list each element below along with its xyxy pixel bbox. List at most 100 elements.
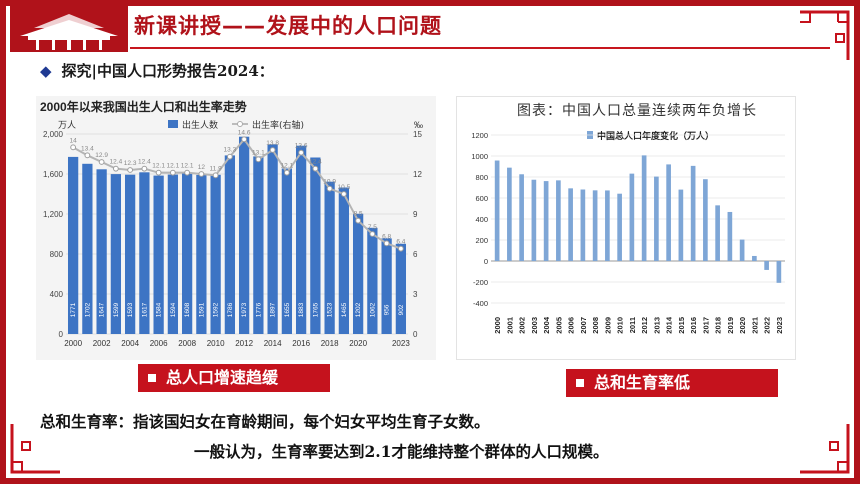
birth-rate-point [127, 167, 134, 173]
birth-bar [267, 144, 278, 334]
birth-rate-point [84, 152, 91, 159]
bar-value-label: 1617 [141, 302, 148, 317]
y2-tick-label: 3 [413, 290, 418, 299]
birth-rate-point [326, 185, 333, 192]
bar-value-label: 1584 [156, 302, 163, 317]
population-change-bar [715, 205, 720, 261]
rate-value-label: 12.4 [138, 159, 151, 166]
x-tick-label: 2005 [554, 317, 563, 334]
rate-value-label: 8.5 [354, 211, 363, 218]
corner-pattern-icon [800, 424, 850, 474]
birth-bar [181, 173, 193, 334]
rate-value-label: 14.6 [238, 129, 251, 136]
y-tick-label: 400 [50, 290, 64, 299]
birth-bar [238, 136, 250, 334]
x-tick-label: 2012 [640, 317, 649, 334]
x-tick-label: 2022 [763, 317, 772, 334]
x-tick-label: 2020 [738, 317, 747, 334]
y2-tick-label: 9 [413, 210, 418, 219]
frame-left-border [0, 0, 6, 484]
bar-value-label: 1897 [270, 302, 277, 317]
birth-bar [281, 168, 293, 334]
bar-value-label: 1593 [127, 302, 134, 317]
population-change-bar [531, 179, 537, 261]
y-tick-label: -200 [473, 278, 488, 287]
x-tick-label: 2019 [726, 317, 735, 334]
low-fertility-label: 总和生育率低 [566, 369, 778, 397]
y-tick-label: 800 [50, 250, 64, 259]
birth-rate-point [112, 165, 119, 172]
population-change-bar [764, 261, 769, 270]
birth-bar [96, 169, 107, 334]
page-title: 新课讲授——发展中的人口问题 [134, 14, 442, 38]
birth-rate-point [383, 240, 390, 247]
population-change-bar [690, 165, 696, 261]
bar-value-label: 1655 [284, 302, 291, 317]
rate-value-label: 12.1 [281, 163, 294, 170]
bar-value-label: 1523 [327, 302, 334, 317]
x-tick-label: 2001 [505, 317, 514, 334]
y-tick-label: 0 [484, 257, 488, 266]
population-change-bar [556, 180, 561, 261]
y-tick-label: 400 [475, 215, 488, 224]
y-tick-label: 1000 [471, 152, 488, 161]
left-axis-unit: 万人 [58, 120, 76, 130]
y-tick-label: 200 [475, 236, 488, 245]
bar-value-label: 1465 [341, 302, 348, 317]
rate-value-label: 13.8 [266, 140, 279, 147]
population-change-bar [568, 188, 573, 261]
bar-value-label: 1608 [184, 302, 191, 317]
y-tick-label: 1,600 [43, 170, 64, 179]
bar-value-label: 1594 [170, 302, 177, 317]
legend-swatch [237, 121, 243, 127]
birth-bar [167, 174, 179, 334]
x-tick-label: 2016 [689, 317, 698, 334]
legend-entry: 出生率(右轴) [252, 119, 304, 131]
population-change-bar [494, 160, 500, 261]
x-tick-label: 2014 [665, 316, 674, 334]
y2-tick-label: 12 [413, 170, 422, 179]
y-tick-label: 2,000 [43, 130, 64, 139]
population-change-bar [727, 211, 733, 261]
birth-bar [310, 157, 321, 334]
x-tick-label: 2023 [392, 339, 410, 348]
square-bullet-icon [576, 378, 584, 387]
y-tick-label: 600 [475, 194, 488, 203]
x-tick-label: 2007 [579, 317, 588, 334]
birth-population-chart: 2000年以来我国出生人口和出生率走势 万人 ‰ 出生人数 出生率(右轴) 2,000 1… [36, 96, 436, 360]
population-change-bar [666, 164, 671, 261]
corner-pattern-icon [800, 10, 850, 60]
square-bullet-icon [148, 373, 156, 382]
x-tick-label: 2000 [64, 339, 82, 348]
bar-value-label: 1765 [312, 302, 319, 317]
x-tick-label: 2018 [321, 339, 339, 348]
y-tick-label: -400 [473, 299, 488, 308]
birth-rate-point [312, 165, 319, 172]
rate-value-label: 12.1 [181, 163, 194, 170]
population-change-bar [519, 174, 524, 261]
rate-value-label: 12.1 [167, 163, 180, 170]
rate-value-label: 13.3 [224, 147, 237, 154]
x-tick-label: 2018 [714, 317, 723, 334]
frame-right-border [854, 0, 860, 484]
rate-value-label: 12.4 [309, 159, 322, 166]
bar-value-label: 1592 [213, 302, 220, 317]
x-tick-label: 2014 [264, 339, 282, 348]
y-tick-label: 1200 [471, 131, 488, 140]
chart-title: 2000年以来我国出生人口和出生率走势 [40, 100, 247, 114]
section-subheading: ◆ 探究|中国人口形势报告2024： [40, 60, 274, 81]
birth-bar [295, 145, 307, 334]
y2-tick-label: 0 [413, 330, 418, 339]
y-tick-label: 0 [59, 330, 64, 339]
bar-value-label: 1591 [198, 302, 205, 317]
rate-value-label: 7.5 [368, 224, 377, 231]
tiananmen-gate-icon [10, 6, 128, 52]
birth-rate-point [283, 169, 290, 176]
population-change-bar [592, 190, 598, 261]
x-tick-label: 2015 [677, 317, 686, 334]
rate-value-label: 14 [70, 137, 78, 144]
birth-rate-point [155, 169, 162, 176]
rate-value-label: 13.6 [295, 143, 308, 150]
birth-rate-point [198, 171, 205, 177]
bar-value-label: 1771 [70, 302, 77, 317]
